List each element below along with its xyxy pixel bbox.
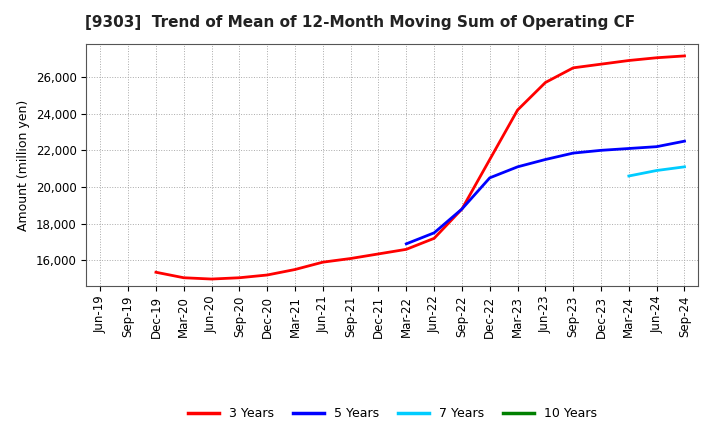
Y-axis label: Amount (million yen): Amount (million yen) — [17, 99, 30, 231]
Legend: 3 Years, 5 Years, 7 Years, 10 Years: 3 Years, 5 Years, 7 Years, 10 Years — [183, 402, 602, 425]
Text: [9303]  Trend of Mean of 12-Month Moving Sum of Operating CF: [9303] Trend of Mean of 12-Month Moving … — [85, 15, 635, 30]
